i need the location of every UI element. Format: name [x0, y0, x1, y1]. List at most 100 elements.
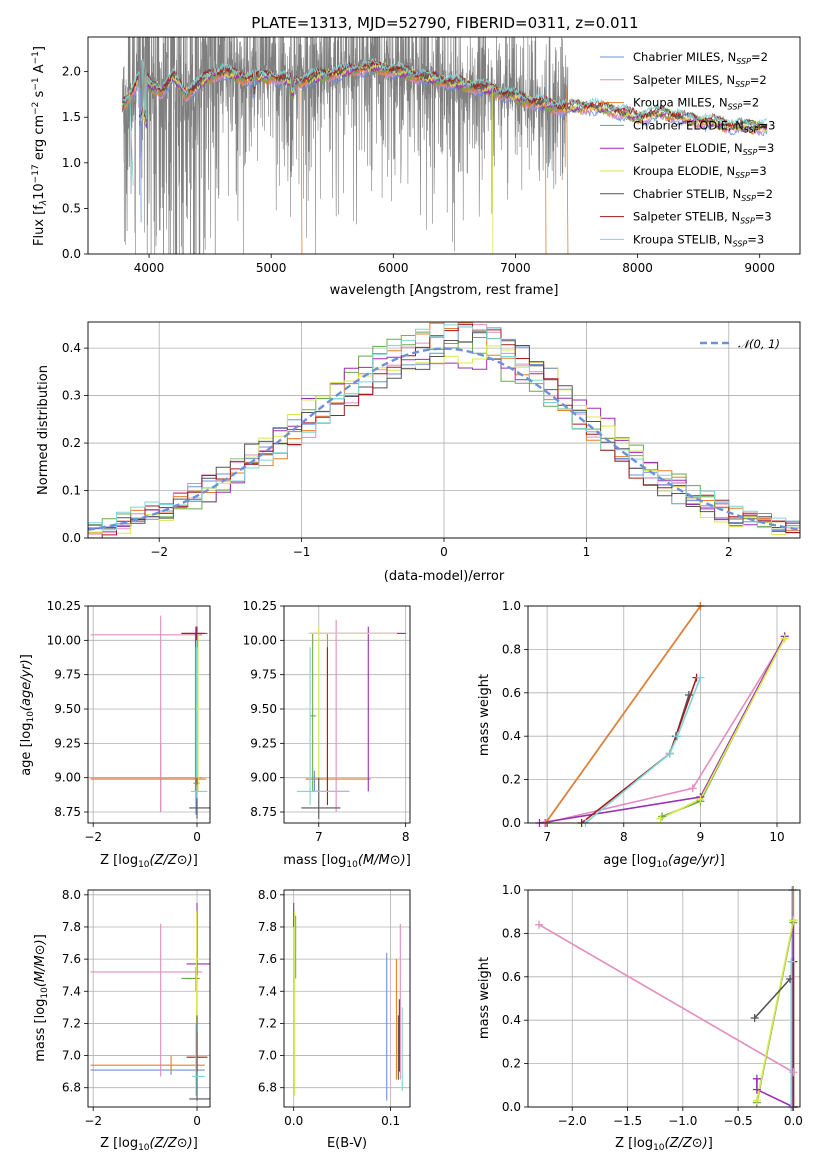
weight-marker-5-1	[696, 795, 705, 804]
axes-frame	[87, 605, 211, 824]
x-tick-label: 0.1	[381, 1114, 400, 1128]
y-axis-label: Flux [fλ10−17 erg cm−2 s−1 A−1]	[31, 46, 49, 246]
x-tick-label: −1.0	[668, 1114, 697, 1128]
x-tick-label: 9000	[744, 261, 775, 275]
x-tick-label: −2	[84, 830, 102, 844]
axes-frame	[87, 321, 801, 539]
x-tick-label: 1	[583, 545, 591, 559]
weight-line-1	[538, 924, 794, 1073]
panel-weight_vs_Z: −2.0 −1.5 −1.0 −0.5 0.0 0.0 0.2 0.4 0.6 0.8 1.0 Z […	[477, 883, 803, 1153]
x-tick-label: 5000	[256, 261, 287, 275]
y-tick-label: 0.2	[502, 1057, 521, 1071]
weight-marker-5-0	[752, 1096, 761, 1105]
y-tick-label: 0.2	[502, 773, 521, 787]
y-axis-label: Normed distribution	[36, 365, 51, 495]
y-tick-label: 6.8	[258, 1081, 277, 1095]
axes-frame	[87, 889, 211, 1108]
y-tick-label: 7.0	[62, 1049, 81, 1063]
panel-weight_vs_age: 7 8 9 10 0.0 0.2 0.4 0.6 0.8 1.0 age [log10(age/yr…	[477, 599, 801, 870]
x-tick-label: 4000	[134, 261, 165, 275]
spike-2	[300, 89, 303, 254]
y-tick-label: 10.25	[243, 599, 277, 613]
y-tick-label: 1.5	[62, 110, 81, 124]
spike-4	[544, 89, 547, 254]
y-tick-label: 0.0	[62, 531, 81, 545]
spike-0	[129, 89, 134, 186]
y-axis-label: mass weight	[477, 957, 492, 1039]
x-tick-label: 7000	[500, 261, 531, 275]
model-spectrum-5	[121, 61, 768, 133]
model-spectrum-8	[122, 57, 768, 128]
y-tick-label: 8.75	[250, 805, 277, 819]
y-tick-label: 9.75	[54, 668, 81, 682]
legend-label-6: Chabrier STELIB, NSSP=2	[633, 187, 773, 203]
y-tick-label: 0.8	[502, 926, 521, 940]
plot-area	[538, 890, 795, 1107]
y-tick-label: 7.6	[62, 952, 81, 966]
weight-marker-1-1	[688, 784, 697, 793]
panel-mass_vs_EBV: 0.0 0.1 6.8 7.0 7.2 7.4 7.6 7.8 8.0 E(B-V)	[258, 888, 411, 1151]
y-tick-label: 0.3	[62, 389, 81, 403]
weight-marker-5-0	[656, 814, 665, 823]
weight-marker-6-1	[786, 974, 795, 983]
x-axis-label: E(B-V)	[327, 1136, 367, 1151]
weight-marker-1-0	[535, 920, 544, 929]
x-tick-label: 2	[725, 545, 733, 559]
y-tick-label: 0.4	[502, 1013, 521, 1027]
y-tick-label: 7.2	[62, 1016, 81, 1030]
weight-line-2	[544, 606, 702, 823]
normal-reference-curve	[88, 347, 800, 531]
spike-3	[491, 89, 494, 254]
plot-area	[539, 606, 786, 823]
panel-age_vs_mass: 7 8 8.75 9.00 9.25 9.50 9.75 10.00 10.25 mass [lo…	[243, 599, 411, 870]
y-axis-label: mass [log10(M/M⊙)]	[33, 934, 50, 1062]
axes-frame	[527, 889, 801, 1108]
weight-marker-8-3	[696, 673, 705, 682]
legend-label-5: Kroupa ELODIE, NSSP=3	[633, 164, 767, 180]
y-tick-label: 8.0	[258, 888, 277, 902]
x-axis-label: Z [log10(Z/Z⊙)]	[615, 1136, 713, 1153]
histogram-8	[88, 324, 800, 531]
x-tick-label: 8000	[622, 261, 653, 275]
x-tick-label: 0.0	[284, 1114, 303, 1128]
panels: 4000 5000 6000 7000 8000 90000.00.51.01.52.0C…	[19, 36, 803, 1153]
y-tick-label: 0.8	[502, 642, 521, 656]
legend-label-7: Salpeter STELIB, NSSP=3	[633, 210, 772, 226]
y-tick-label: 0.2	[62, 436, 81, 450]
legend-label-8: Kroupa STELIB, NSSP=3	[633, 232, 764, 248]
y-tick-label: 2.0	[62, 65, 81, 79]
x-axis-label: wavelength [Angstrom, rest frame]	[330, 283, 559, 298]
weight-line-6	[754, 978, 791, 1019]
x-tick-label: 8	[402, 830, 410, 844]
y-tick-label: 10.00	[47, 633, 81, 647]
x-axis-label: age [log10(age/yr)]	[603, 853, 725, 870]
axes-frame	[283, 605, 411, 824]
weight-line-8	[584, 677, 702, 823]
x-tick-label: −1	[293, 545, 311, 559]
y-tick-label: 1.0	[62, 156, 81, 170]
histogram-5	[88, 345, 800, 535]
y-tick-label: 7.4	[258, 984, 277, 998]
weight-marker-5-1	[789, 916, 798, 925]
x-tick-label: 7	[315, 830, 323, 844]
legend-label-0: Chabrier MILES, NSSP=2	[633, 50, 768, 66]
y-tick-label: 9.25	[54, 736, 81, 750]
spike-1	[140, 89, 142, 223]
weight-marker-4-0	[752, 1074, 761, 1083]
x-tick-label: 0	[440, 545, 448, 559]
weight-marker-5-2	[780, 634, 789, 643]
y-tick-label: 0.4	[62, 341, 81, 355]
panel-residuals: −2 −1 0 1 2 0.0 0.1 0.2 0.3 0.4 𝒩(0, 1) (data-model…	[36, 321, 801, 584]
weight-marker-8-2	[673, 732, 682, 741]
x-tick-label: 0.0	[784, 1114, 803, 1128]
legend-label-1: Salpeter MILES, NSSP=2	[633, 73, 767, 89]
x-axis-label: (data-model)/error	[384, 569, 505, 584]
y-tick-label: 9.50	[54, 702, 81, 716]
y-tick-label: 9.25	[250, 736, 277, 750]
x-axis-label: Z [log10(Z/Z⊙)]	[100, 1136, 198, 1153]
plot-area	[293, 902, 403, 1101]
x-tick-label: −2	[150, 545, 168, 559]
weight-marker-4-1	[752, 1085, 761, 1094]
y-axis-label: mass weight	[477, 674, 492, 756]
